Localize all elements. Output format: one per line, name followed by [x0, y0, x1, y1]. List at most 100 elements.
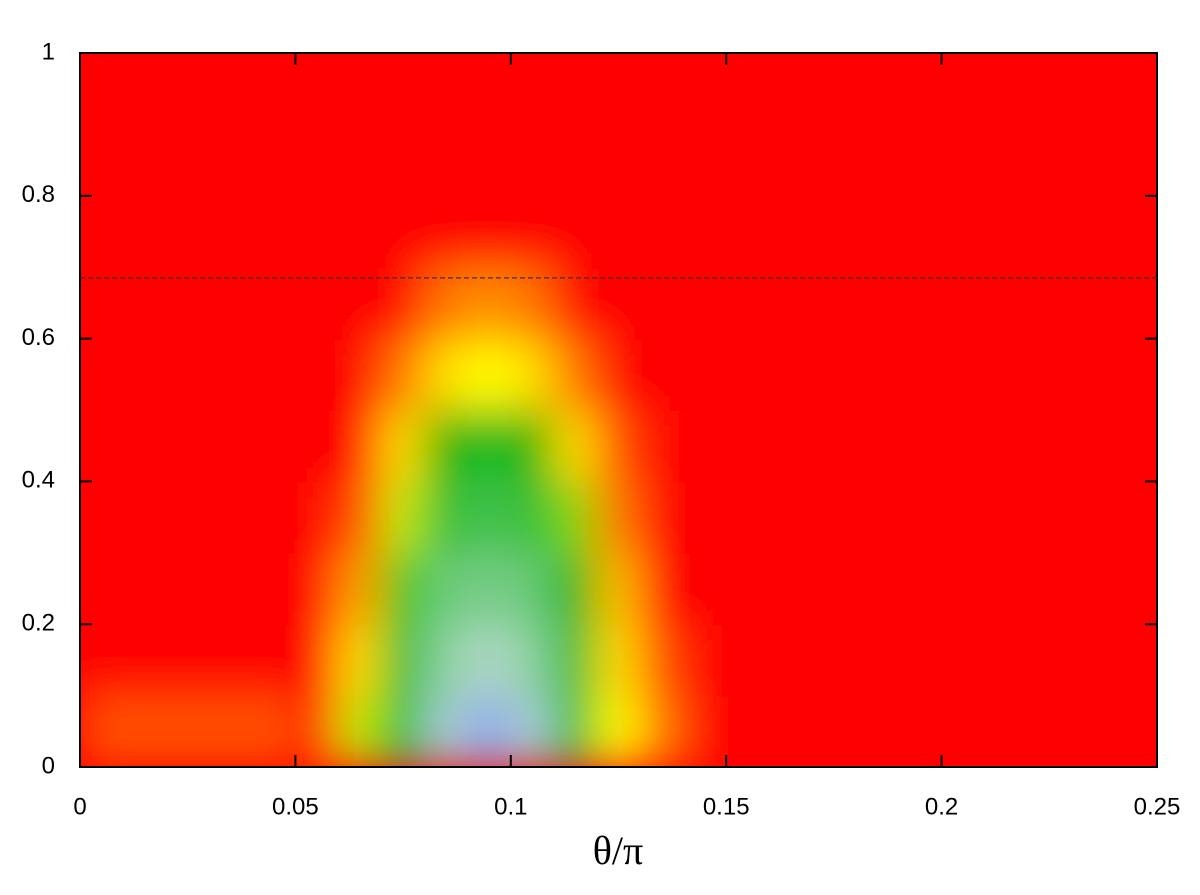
heatmap-cell: [940, 480, 986, 554]
heatmap-cell: [509, 623, 555, 697]
heatmap-cell: [380, 194, 426, 269]
heatmap-cell: [983, 480, 1029, 554]
heatmap-cell: [854, 337, 900, 411]
heatmap-cell: [466, 123, 512, 197]
y-tick-label: 0.2: [22, 610, 55, 637]
x-axis-label: θ/π: [593, 828, 643, 873]
heatmap-cell: [1069, 409, 1115, 483]
heatmap-cell: [725, 53, 771, 126]
heatmap-cell: [294, 409, 340, 483]
heatmap-cell: [983, 694, 1029, 767]
heatmap-cell: [1026, 53, 1072, 126]
heatmap-cell: [595, 337, 642, 411]
heatmap-cell: [639, 123, 685, 197]
heatmap-cell: [595, 551, 642, 626]
heatmap-cell: [811, 266, 857, 340]
heatmap-cell: [811, 337, 857, 411]
heatmap-cell: [1069, 551, 1115, 626]
heatmap-cell: [854, 623, 900, 697]
heatmap-cell: [854, 551, 900, 626]
heatmap-cell: [897, 409, 943, 483]
heatmap-cell: [1112, 194, 1157, 269]
heatmap-cell: [1026, 123, 1072, 197]
heatmap-cell: [466, 551, 512, 626]
heatmap-cell: [639, 266, 685, 340]
heatmap-cell: [811, 551, 857, 626]
heatmap-cell: [725, 266, 771, 340]
heatmap-cell: [251, 409, 297, 483]
heatmap-cell: [80, 694, 125, 767]
heatmap-cell: [983, 194, 1029, 269]
heatmap-cell: [423, 194, 469, 269]
heatmap-cell: [466, 53, 512, 126]
heatmap-cell: [725, 337, 771, 411]
heatmap-cell: [208, 480, 254, 554]
heatmap-cell: [595, 480, 642, 554]
heatmap-cell: [380, 694, 426, 767]
heatmap-cell: [1069, 337, 1115, 411]
heatmap-cell: [251, 123, 297, 197]
heatmap-cell: [1112, 480, 1157, 554]
heatmap-cell: [122, 194, 168, 269]
heatmap-cell: [639, 623, 685, 697]
heatmap-cell: [509, 266, 555, 340]
heatmap-cell: [251, 694, 297, 767]
heatmap-cell: [768, 266, 814, 340]
heatmap-cell: [337, 194, 383, 269]
heatmap-cell: [380, 337, 426, 411]
heatmap-cell: [811, 409, 857, 483]
heatmap-cell: [337, 551, 383, 626]
heatmap-cell: [595, 694, 642, 767]
heatmap-cell: [1069, 194, 1115, 269]
plot-area: [80, 53, 1157, 767]
heatmap-cell: [165, 194, 211, 269]
heatmap-cell: [682, 623, 728, 697]
heatmap-cell: [122, 409, 168, 483]
heatmap-cell: [552, 123, 598, 197]
heatmap-cell: [165, 551, 211, 626]
heatmap-cell: [1069, 694, 1115, 767]
heatmap-cell: [208, 53, 254, 126]
heatmap-cell: [337, 409, 383, 483]
heatmap-cell: [1069, 53, 1115, 126]
heatmap-cell: [854, 480, 900, 554]
heatmap-cell: [509, 123, 555, 197]
x-tick-label: 0.25: [1134, 793, 1181, 820]
heatmap-cell: [165, 53, 211, 126]
heatmap-cell: [294, 123, 340, 197]
heatmap-cell: [725, 623, 771, 697]
heatmap-cell: [854, 53, 900, 126]
x-tick-label: 0.05: [272, 793, 319, 820]
heatmap-cell: [294, 551, 340, 626]
heatmap-cell: [165, 409, 211, 483]
heatmap-cell: [466, 266, 512, 340]
heatmap-cell: [80, 123, 125, 197]
heatmap-cell: [552, 551, 598, 626]
y-tick-label: 0.6: [22, 324, 55, 351]
heatmap-cell: [380, 123, 426, 197]
heatmap-cell: [423, 123, 469, 197]
heatmap-cell: [983, 53, 1029, 126]
heatmap-cell: [768, 480, 814, 554]
heatmap-cell: [940, 53, 986, 126]
heatmap-cell: [682, 694, 728, 767]
heatmap-cell: [466, 480, 512, 554]
heatmap-cell: [122, 623, 168, 697]
heatmap-cell: [509, 694, 555, 767]
heatmap-cell: [595, 409, 642, 483]
heatmap-cell: [337, 266, 383, 340]
heatmap-cell: [1026, 480, 1072, 554]
heatmap-cell: [725, 123, 771, 197]
heatmap-cell: [251, 266, 297, 340]
heatmap-cell: [897, 53, 943, 126]
heatmap-cell: [595, 623, 642, 697]
heatmap-cell: [380, 409, 426, 483]
heatmap-cell: [294, 337, 340, 411]
heatmap-cell: [1112, 123, 1157, 197]
heatmap-cell: [294, 480, 340, 554]
heatmap-cell: [122, 266, 168, 340]
heatmap-cell: [208, 551, 254, 626]
heatmap-cell: [509, 337, 555, 411]
heatmap-cell: [725, 551, 771, 626]
